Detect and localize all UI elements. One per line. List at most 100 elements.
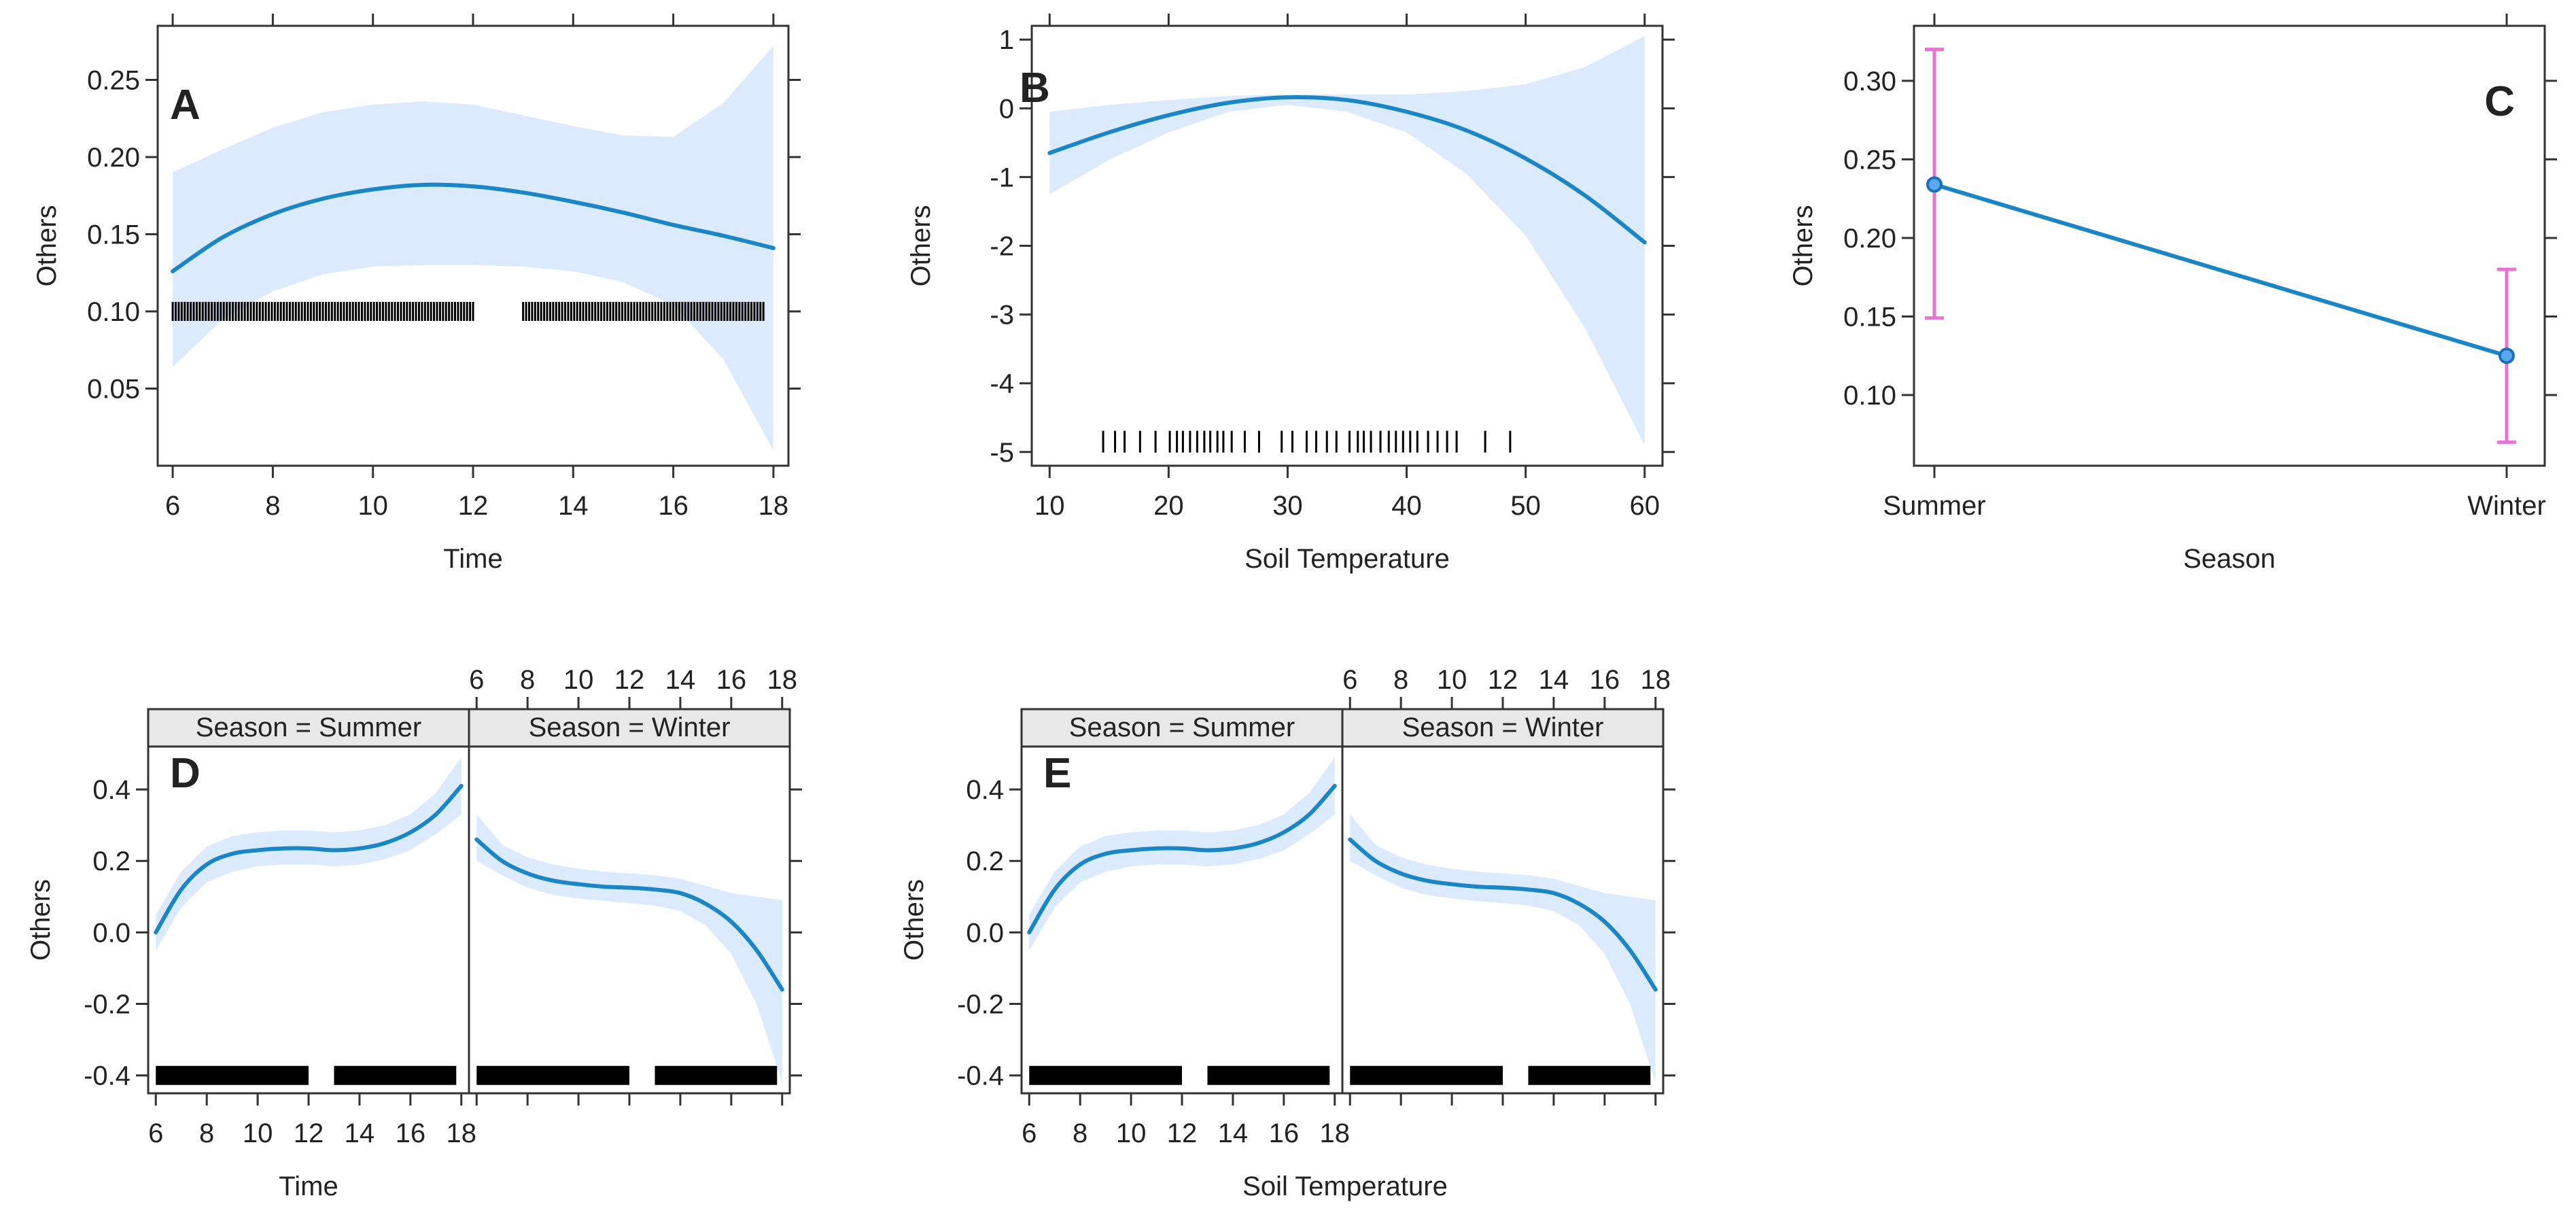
- x-axis-title: Soil Temperature: [1242, 1171, 1448, 1201]
- strip-label: Season = Summer: [1069, 713, 1295, 742]
- rug-block: [476, 1065, 629, 1085]
- x-tick-label: 6: [1022, 1118, 1037, 1148]
- y-tick-label: 0.20: [87, 143, 140, 173]
- y-tick-label: -0.4: [957, 1061, 1004, 1091]
- x-category-label: Winter: [2467, 491, 2546, 521]
- rug-block: [655, 1065, 778, 1085]
- fit-line: [474, 837, 784, 992]
- x-tick-label: 16: [1269, 1118, 1300, 1148]
- x-tick-label: 16: [716, 665, 747, 695]
- x-tick-label: 8: [199, 1118, 214, 1148]
- x-tick-label: 14: [1218, 1118, 1249, 1148]
- x-tick-label: 12: [1488, 665, 1518, 695]
- confidence-band: [1350, 814, 1656, 1083]
- effect-point: [2499, 347, 2515, 364]
- y-tick-label: -2: [990, 232, 1014, 262]
- rug-block: [1207, 1065, 1330, 1085]
- y-tick-label: 0.30: [1843, 67, 1896, 97]
- y-tick-label: 0.0: [966, 918, 1004, 948]
- rug-block: [334, 1065, 457, 1085]
- panel-label: E: [1043, 750, 1071, 797]
- x-tick-label: 6: [469, 665, 484, 695]
- y-axis-title: Others: [1788, 205, 1818, 286]
- x-tick-label: 16: [396, 1118, 426, 1148]
- y-tick-label: 1: [999, 25, 1014, 55]
- y-axis-title: Others: [899, 879, 929, 961]
- fit-line: [154, 783, 464, 935]
- y-axis-title: Others: [906, 205, 936, 286]
- x-tick-label: 8: [265, 491, 280, 521]
- y-tick-label: 0.15: [87, 220, 140, 250]
- strip-label: Season = Winter: [529, 713, 731, 742]
- rug-block: [156, 1065, 309, 1085]
- y-tick-label: 0.15: [1843, 302, 1896, 332]
- confidence-band: [476, 814, 782, 1083]
- strip-header: [147, 708, 470, 748]
- y-tick-label: 0.20: [1843, 224, 1896, 254]
- y-tick-label: -0.2: [957, 990, 1004, 1020]
- panel-b: -5 -4 -3 -2 -1 0 1 10 20 30 40 50 60 Soil Temperature…: [906, 14, 1675, 574]
- fit-line: [171, 182, 776, 273]
- panel-label: C: [2484, 78, 2515, 125]
- x-tick-label: 10: [1116, 1118, 1147, 1148]
- x-tick-label: 14: [1539, 665, 1569, 695]
- fit-line: [1348, 837, 1658, 992]
- y-tick-label: 0.10: [87, 297, 140, 327]
- x-tick-label: 10: [358, 491, 388, 521]
- strip-label: Season = Summer: [196, 713, 421, 742]
- y-tick-label: 0.25: [1843, 145, 1896, 175]
- y-tick-label: 0.4: [966, 775, 1004, 805]
- x-axis-title: Time: [443, 544, 502, 574]
- y-tick-label: -5: [990, 438, 1014, 468]
- confidence-band: [156, 757, 462, 951]
- panel-label: A: [170, 82, 201, 129]
- y-tick-label: 0.05: [87, 374, 140, 404]
- x-tick-label: 10: [1034, 491, 1065, 521]
- x-tick-label: 12: [614, 665, 645, 695]
- x-tick-label: 14: [665, 665, 696, 695]
- x-tick-label: 16: [658, 491, 689, 521]
- x-tick-label: 8: [1393, 665, 1408, 695]
- y-tick-label: -1: [990, 162, 1014, 192]
- x-tick-label: 6: [148, 1118, 163, 1148]
- y-tick-label: 0.10: [1843, 381, 1896, 411]
- y-tick-label: 0.0: [92, 918, 130, 948]
- y-tick-label: 0.25: [87, 65, 140, 95]
- strip-label: Season = Winter: [1402, 713, 1604, 742]
- x-tick-label: 6: [165, 491, 180, 521]
- rug-block: [1350, 1065, 1503, 1085]
- x-tick-label: 18: [1320, 1118, 1351, 1148]
- x-tick-label: 10: [1437, 665, 1467, 695]
- panel-a: 0.05 0.10 0.15 0.20 0.25 6 8 10 12 14 16 18 Time Othe…: [32, 14, 801, 574]
- y-axis-title: Others: [26, 879, 56, 961]
- x-tick-label: 12: [294, 1118, 324, 1148]
- panel-d: Season = Summer 6 8 10 12 14 16 18 Season = Wint…: [26, 665, 802, 1201]
- x-tick-label: 8: [1073, 1118, 1087, 1148]
- panel-label: B: [1020, 65, 1050, 112]
- x-tick-label: 14: [558, 491, 589, 521]
- effect-line: [1932, 182, 2509, 358]
- x-tick-label: 60: [1629, 491, 1660, 521]
- x-category-label: Summer: [1883, 491, 1985, 521]
- effect-point: [1926, 176, 1943, 193]
- x-tick-label: 12: [458, 491, 489, 521]
- x-axis-title: Season: [2183, 544, 2276, 574]
- panel-c: Summer Winter 0.10 0.15 0.20 0.25 0.30 Season Ot…: [1788, 14, 2557, 574]
- y-tick-label: 0: [999, 94, 1014, 124]
- y-tick-label: -4: [990, 369, 1014, 399]
- fit-line: [1027, 783, 1337, 935]
- rug-block: [1528, 1065, 1651, 1085]
- y-tick-label: -0.4: [84, 1061, 130, 1091]
- fit-line: [1047, 95, 1647, 245]
- x-tick-label: 18: [767, 665, 798, 695]
- panel-e: Season = Summer 6 8 10 12 14 16 18 Season = Wint…: [899, 665, 1675, 1201]
- x-tick-label: 10: [243, 1118, 273, 1148]
- x-tick-label: 18: [1641, 665, 1671, 695]
- rug-block: [1029, 1065, 1182, 1085]
- x-tick-label: 40: [1391, 491, 1422, 521]
- x-axis-title: Soil Temperature: [1245, 544, 1450, 574]
- y-tick-label: -3: [990, 301, 1014, 330]
- y-tick-label: 0.2: [966, 846, 1004, 876]
- y-tick-label: 0.2: [92, 846, 130, 876]
